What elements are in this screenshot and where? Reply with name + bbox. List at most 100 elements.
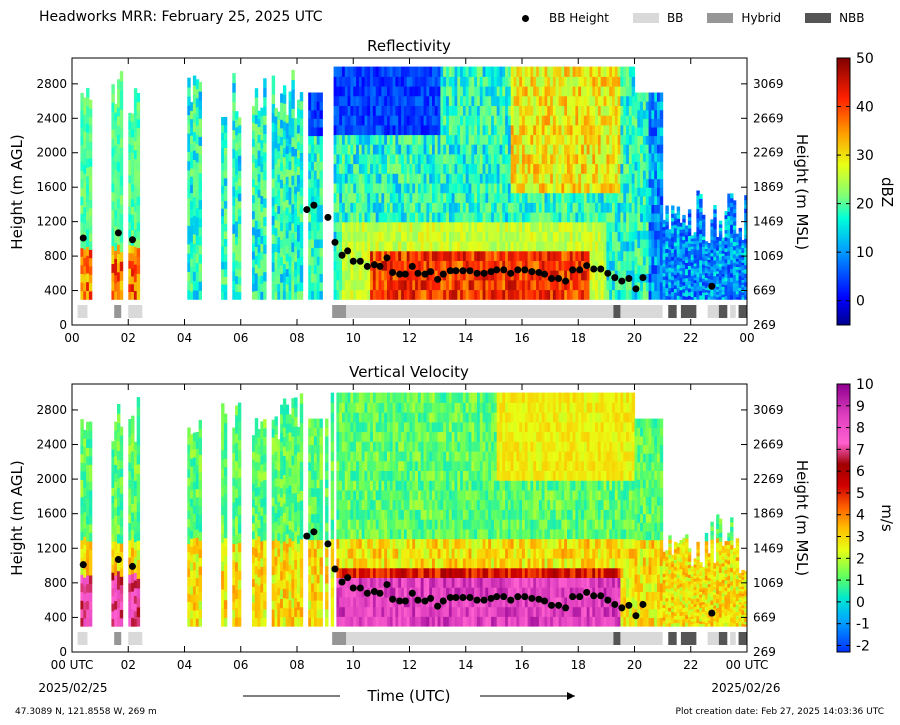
field-cell — [471, 66, 475, 77]
field-cell — [718, 220, 723, 225]
field-cell — [423, 105, 427, 116]
field-cell — [432, 202, 436, 213]
field-cell — [710, 252, 714, 257]
field-cell — [333, 124, 337, 136]
field-cell — [187, 151, 191, 162]
field-cell — [488, 124, 492, 136]
field-cell — [412, 231, 416, 242]
field-cell — [119, 559, 124, 569]
field-cell — [600, 192, 605, 203]
field-cell — [462, 250, 467, 261]
field-cell — [651, 264, 655, 274]
field-cell — [88, 506, 93, 516]
field-cell — [83, 446, 87, 456]
field-cell — [291, 251, 295, 262]
field-cell — [187, 142, 191, 153]
field-cell — [111, 618, 115, 627]
field-cell — [448, 95, 453, 106]
field-cell — [499, 270, 503, 281]
field-cell — [381, 95, 385, 106]
field-cell — [597, 173, 602, 184]
field-cell — [119, 194, 124, 205]
field-cell — [187, 243, 191, 254]
field-cell — [277, 291, 281, 300]
field-cell — [387, 231, 391, 242]
field-cell — [634, 238, 638, 249]
field-cell — [657, 161, 661, 171]
field-cell — [350, 173, 354, 184]
field-cell — [527, 260, 531, 271]
field-cell — [117, 431, 121, 442]
field-cell — [274, 227, 278, 236]
field-cell — [676, 218, 681, 223]
field-cell — [460, 279, 464, 291]
field-cell — [547, 250, 551, 261]
field-cell — [634, 109, 638, 119]
field-cell — [221, 238, 225, 247]
field-cell — [299, 178, 304, 188]
field-cell — [443, 260, 447, 271]
field-cell — [401, 202, 405, 213]
field-cell — [381, 124, 385, 136]
field-cell — [190, 110, 194, 120]
field-cell — [699, 281, 703, 287]
field-cell — [617, 221, 621, 232]
field-cell — [195, 271, 200, 282]
field-cell — [637, 161, 641, 171]
field-cell — [285, 160, 290, 170]
field-cell — [586, 153, 591, 165]
field-cell — [420, 95, 425, 106]
field-cell — [575, 260, 579, 271]
field-cell — [417, 202, 422, 213]
field-cell — [665, 232, 669, 238]
field-cell — [429, 241, 433, 252]
field-cell — [291, 261, 295, 272]
field-cell — [592, 86, 596, 97]
field-cell — [350, 163, 354, 174]
field-cell — [471, 192, 475, 203]
field-cell — [567, 66, 571, 77]
field-cell — [434, 153, 439, 165]
bb-type-bar — [128, 305, 143, 318]
field-cell — [558, 182, 562, 194]
field-cell — [716, 242, 720, 246]
field-cell — [538, 279, 543, 291]
bb-height-point — [480, 269, 488, 277]
field-cell — [389, 163, 394, 174]
field-cell — [252, 283, 256, 292]
field-cell — [634, 273, 638, 283]
field-cell — [190, 241, 194, 251]
field-cell — [555, 182, 560, 194]
field-cell — [277, 236, 281, 245]
field-cell — [192, 159, 197, 170]
field-cell — [567, 182, 571, 194]
bb-height-point — [324, 213, 332, 221]
field-cell — [505, 289, 509, 300]
field-cell — [299, 169, 304, 179]
field-cell — [88, 116, 93, 126]
field-cell — [707, 296, 711, 300]
field-cell — [654, 281, 658, 292]
field-cell — [693, 285, 697, 289]
field-cell — [412, 221, 416, 232]
field-cell — [502, 202, 506, 213]
field-cell — [409, 95, 413, 106]
field-cell — [609, 182, 613, 194]
field-cell — [282, 183, 287, 193]
field-cell — [353, 270, 357, 281]
field-cell — [727, 246, 731, 252]
field-cell — [550, 289, 554, 300]
field-cell — [412, 86, 416, 97]
bb-height-point — [487, 268, 495, 276]
bb-height-point — [618, 277, 626, 285]
field-cell — [254, 97, 259, 107]
field-cell — [536, 173, 540, 184]
field-cell — [350, 270, 354, 281]
field-cell — [426, 153, 430, 165]
field-cell — [485, 66, 489, 77]
field-cell — [496, 173, 501, 184]
field-cell — [631, 115, 636, 126]
field-cell — [673, 267, 678, 272]
field-cell — [536, 115, 540, 126]
field-cell — [119, 493, 124, 502]
